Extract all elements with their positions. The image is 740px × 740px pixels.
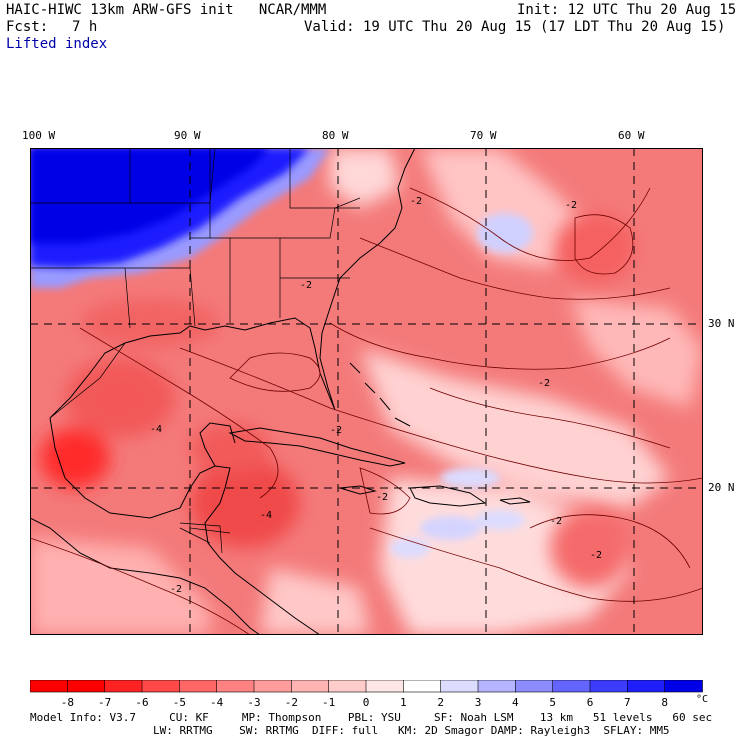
model-info-line2: LW: RRTMG SW: RRTMG DIFF: full KM: 2D Sm… xyxy=(153,724,670,737)
colorbar-swatch xyxy=(365,680,405,693)
init-time: Init: 12 UTC Thu 20 Aug 15 xyxy=(517,2,737,18)
forecast-label: Fcst: xyxy=(6,19,49,35)
colorbar-swatch xyxy=(253,680,293,693)
colorbar: -8 -7 -6 -5 -4 -3 -2 -1 0 1 2 3 4 5 6 7 8 °C xyxy=(30,680,708,709)
colorbar-swatch xyxy=(589,680,629,693)
colorbar-swatch xyxy=(104,680,143,693)
colorbar-tick-label: 5 xyxy=(549,696,556,709)
contour-label: -2 xyxy=(538,378,550,389)
contour-label: -2 xyxy=(376,492,388,503)
colorbar-swatch xyxy=(291,680,330,693)
colorbar-tick-label: 0 xyxy=(363,696,370,709)
colorbar-swatch xyxy=(515,680,554,693)
lat-lon-grid xyxy=(30,148,703,635)
lon-label-60w: 60 W xyxy=(618,129,645,142)
colorbar-swatch xyxy=(440,680,479,693)
colorbar-tick-label: 2 xyxy=(437,696,444,709)
colorbar-tick-label: 6 xyxy=(587,696,594,709)
colorbar-swatch xyxy=(328,680,367,693)
colorbar-tick-label: 1 xyxy=(400,696,407,709)
contour-label: -2 xyxy=(550,516,562,527)
contour-label: -4 xyxy=(260,510,272,521)
colorbar-swatch xyxy=(477,680,517,693)
contour-value-labels: -2 -2 -2 -2 -2 -2 -4 -4 -2 -2 -2 xyxy=(150,196,602,595)
colorbar-swatch xyxy=(67,680,106,693)
field-name: Lifted index xyxy=(6,36,108,52)
lat-label-30n: 30 N xyxy=(708,317,735,330)
model-info-line1: Model Info: V3.7 CU: KF MP: Thompson PBL… xyxy=(30,711,713,724)
colorbar-tick-label: 8 xyxy=(661,696,668,709)
colorbar-swatch xyxy=(30,680,69,693)
valid-time: Valid: 19 UTC Thu 20 Aug 15 (17 LDT Thu … xyxy=(304,19,726,35)
coastlines xyxy=(30,148,531,635)
contour-label: -4 xyxy=(150,424,162,435)
colorbar-labels: -8 -7 -6 -5 -4 -3 -2 -1 0 1 2 3 4 5 6 7 8 xyxy=(61,696,668,709)
colorbar-tick-label: -1 xyxy=(322,696,335,709)
lon-label-70w: 70 W xyxy=(470,129,497,142)
colorbar-tick-label: -8 xyxy=(61,696,74,709)
lifted-index-map: -2 -2 -2 -2 -2 -2 -4 -4 -2 -2 -2 xyxy=(30,148,703,635)
map-frame xyxy=(30,148,703,635)
colorbar-swatch xyxy=(627,680,666,693)
forecast-hour: 7 h xyxy=(72,19,98,35)
lon-label-100w: 100 W xyxy=(22,129,56,142)
contour-label: -2 xyxy=(410,196,422,207)
colorbar-tick-label: -7 xyxy=(98,696,111,709)
contour-label: -2 xyxy=(330,425,342,436)
colorbar-swatch xyxy=(216,680,255,693)
contour-label: -2 xyxy=(590,550,602,561)
colorbar-swatch xyxy=(552,680,591,693)
colorbar-tick-label: -2 xyxy=(285,696,298,709)
lon-label-80w: 80 W xyxy=(322,129,349,142)
colorbar-tick-label: 4 xyxy=(512,696,519,709)
political-borders xyxy=(30,148,361,554)
map-title: HAIC-HIWC 13km ARW-GFS init NCAR/MMM xyxy=(6,2,327,18)
colorbar-tick-label: -5 xyxy=(173,696,186,709)
colorbar-tick-label: 7 xyxy=(624,696,631,709)
field-stable-patches xyxy=(390,213,533,558)
colorbar-tick-label: -3 xyxy=(247,696,260,709)
lat-label-20n: 20 N xyxy=(708,481,735,494)
colorbar-swatch xyxy=(664,680,703,693)
colorbar-tick-label: -4 xyxy=(210,696,224,709)
contour-label: -2 xyxy=(565,200,577,211)
colorbar-swatch xyxy=(179,680,218,693)
colorbar-unit: °C xyxy=(696,694,708,705)
lon-label-90w: 90 W xyxy=(174,129,201,142)
colorbar-tick-label: 3 xyxy=(475,696,482,709)
contour-lines xyxy=(30,187,703,635)
colorbar-swatch xyxy=(141,680,181,693)
contour-label: -2 xyxy=(170,584,182,595)
field-unstable-cores xyxy=(40,213,635,588)
contour-label: -2 xyxy=(300,280,312,291)
colorbar-swatch xyxy=(403,680,442,693)
colorbar-swatches xyxy=(30,680,703,693)
colorbar-tick-label: -6 xyxy=(135,696,148,709)
